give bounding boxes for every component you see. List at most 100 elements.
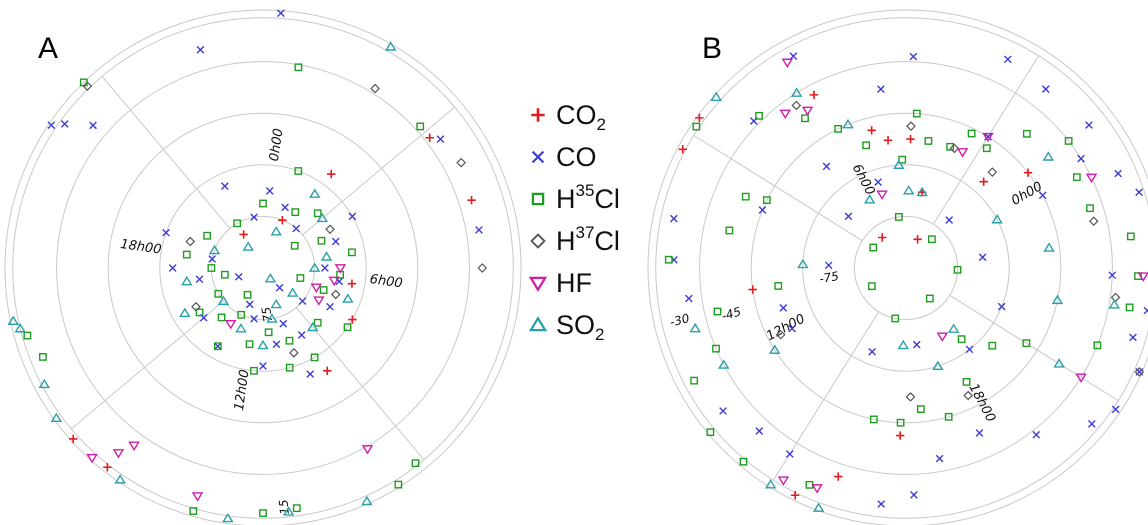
- data-point: [270, 298, 282, 309]
- series-CO2: [678, 90, 1033, 500]
- legend-symbol: [531, 192, 545, 206]
- data-point: [862, 141, 871, 150]
- data-point: [809, 90, 819, 100]
- data-point: [1086, 204, 1094, 213]
- data-point: [425, 133, 434, 142]
- series-HF: [86, 264, 374, 502]
- data-point: [894, 213, 903, 221]
- data-point: [811, 484, 823, 494]
- data-point: [195, 275, 204, 284]
- data-point: [416, 122, 425, 131]
- data-point: [725, 226, 734, 235]
- legend-label: SO2: [556, 310, 604, 344]
- data-point: [313, 318, 322, 327]
- grid-spoke: [70, 300, 224, 430]
- grid-spoke: [932, 55, 1040, 225]
- data-point: [719, 407, 727, 415]
- grid-ring: [4, 9, 522, 525]
- radial-tick-label: 75: [259, 306, 275, 323]
- data-point: [893, 159, 905, 169]
- data-point: [384, 41, 397, 51]
- data-point: [1093, 341, 1102, 350]
- data-point: [1041, 85, 1050, 93]
- data-point: [270, 226, 282, 236]
- data-point: [834, 472, 843, 481]
- data-point: [222, 512, 234, 523]
- data-point: [874, 178, 882, 186]
- legend-item-HF: HF: [528, 268, 592, 298]
- series-H37Cl: [775, 100, 1145, 402]
- data-point: [278, 215, 287, 225]
- data-point: [319, 286, 328, 294]
- data-point: [925, 294, 934, 303]
- data-point: [317, 236, 326, 245]
- data-point: [664, 255, 673, 264]
- data-point: [916, 405, 925, 414]
- data-point: [285, 336, 294, 345]
- grid-ring: [853, 215, 959, 321]
- legend-label: HF: [556, 268, 592, 298]
- data-point: [191, 301, 201, 312]
- data-point: [927, 235, 936, 244]
- data-point: [208, 255, 217, 263]
- data-point: [822, 162, 831, 171]
- data-point: [1114, 169, 1122, 178]
- series-H35Cl: [23, 63, 425, 517]
- polar-grid-a: [4, 9, 522, 525]
- data-point: [162, 228, 170, 237]
- data-point: [86, 453, 98, 464]
- data-point: [1053, 358, 1065, 368]
- data-point: [877, 233, 887, 242]
- data-point: [710, 91, 722, 101]
- data-point: [128, 441, 140, 451]
- data-point: [1064, 137, 1073, 145]
- data-point: [781, 58, 794, 68]
- series-H37Cl: [82, 81, 488, 358]
- data-point: [276, 9, 285, 18]
- data-point: [1023, 168, 1033, 177]
- data-point: [168, 264, 177, 272]
- data-point: [307, 321, 319, 332]
- data-point: [259, 199, 267, 208]
- data-point: [979, 177, 988, 186]
- radial-tick-label: -75: [818, 269, 840, 286]
- data-point: [779, 109, 792, 120]
- data-point: [913, 235, 922, 244]
- data-point: [289, 348, 299, 358]
- data-point: [370, 83, 380, 94]
- data-point: [932, 360, 944, 371]
- data-point: [1108, 299, 1121, 309]
- data-point: [310, 353, 319, 362]
- grid-spoke: [101, 75, 231, 229]
- grid-ring: [699, 61, 1113, 475]
- grid-ring: [750, 112, 1062, 424]
- data-point: [225, 319, 237, 330]
- data-point: [259, 509, 267, 517]
- data-point: [50, 412, 63, 423]
- legend-label: CO: [556, 142, 597, 172]
- data-point: [741, 192, 750, 201]
- data-point: [1032, 430, 1041, 439]
- data-point: [1022, 339, 1031, 348]
- data-point: [310, 283, 323, 293]
- data-point: [343, 323, 352, 332]
- data-point: [282, 506, 295, 516]
- data-point: [456, 157, 467, 168]
- data-point: [997, 302, 1006, 311]
- data-point: [877, 500, 886, 508]
- data-point: [869, 415, 878, 424]
- legend-label: H37Cl: [556, 223, 620, 256]
- series-SO2: [689, 87, 1121, 512]
- data-point: [790, 87, 803, 97]
- data-point: [213, 342, 222, 351]
- data-point: [965, 345, 974, 354]
- grid-ring: [802, 164, 1010, 372]
- data-point: [936, 332, 949, 342]
- data-point: [112, 449, 125, 459]
- data-point: [897, 339, 910, 350]
- data-point: [250, 366, 258, 375]
- radial-tick-label: -45: [720, 305, 743, 324]
- data-point: [982, 132, 994, 143]
- data-point: [342, 293, 354, 303]
